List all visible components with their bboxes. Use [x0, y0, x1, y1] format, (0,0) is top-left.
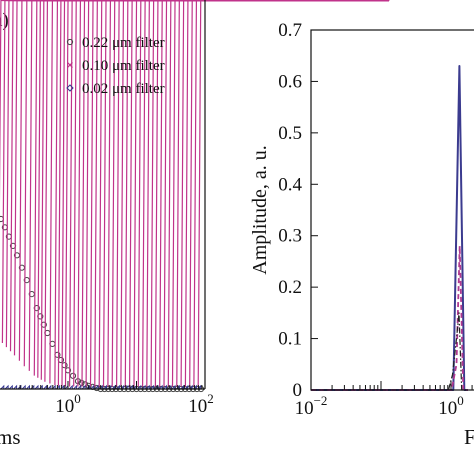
- data-point: [49, 340, 56, 347]
- y-tick-label: 0.4: [278, 174, 302, 195]
- legend-marker: [66, 38, 74, 46]
- data-point: [54, 351, 61, 358]
- data-point: [28, 291, 35, 298]
- panel-b-x-axis-label: F: [464, 425, 474, 449]
- panel-b-axes: 0 0.1 0.2 0.3 0.4 0.5 0.6 0.7 10−2 100: [278, 20, 473, 419]
- data-point: [44, 329, 51, 337]
- panel-a-x-axis-label: ms: [0, 425, 21, 449]
- series-line-2: [311, 312, 468, 391]
- y-tick-label: 0.2: [278, 277, 302, 298]
- y-tick-label: 0: [293, 380, 303, 401]
- x-tick-label: 102: [188, 391, 214, 417]
- data-point: [29, 1, 373, 374]
- data-point: [164, 1, 389, 390]
- data-point: [57, 356, 65, 364]
- legend-label: 0.02 μm filter: [82, 81, 165, 97]
- x-tick-label: 100: [55, 391, 81, 417]
- legend-marker: [67, 62, 73, 68]
- data-point: [69, 372, 77, 379]
- panel-a-plot: [0, 1, 389, 393]
- data-point: [13, 252, 21, 259]
- data-point: [23, 277, 30, 284]
- x-tick-label: 100: [438, 393, 464, 419]
- series-line-1: [311, 245, 468, 391]
- data-point: [33, 305, 40, 312]
- panel-a-label: a): [0, 10, 9, 31]
- y-tick-label: 0.5: [278, 123, 302, 144]
- data-point: [37, 313, 44, 320]
- data-point: [78, 379, 85, 386]
- y-tick-label: 0.3: [278, 226, 302, 247]
- legend-label: 0.10 μm filter: [82, 58, 165, 74]
- series-line-0: [311, 65, 468, 391]
- panel-b-frame: [310, 29, 474, 391]
- data-point: [61, 362, 68, 369]
- series-1: [0, 1, 389, 390]
- data-point: [64, 367, 72, 374]
- x-tick-label: 10−2: [295, 393, 328, 419]
- y-tick-label: 0.7: [278, 20, 302, 41]
- y-tick-label: 0.1: [278, 329, 302, 350]
- y-tick-label: 0.6: [278, 71, 302, 92]
- panel-b-y-axis-label: Amplitude, a. u.: [249, 145, 271, 274]
- data-point: [18, 264, 25, 271]
- panel-a-legend: 0.22 μm filter 0.10 μm filter 0.02 μm filt…: [66, 35, 165, 97]
- legend-marker: [66, 84, 74, 92]
- panel-b: 0 0.1 0.2 0.3 0.4 0.5 0.6 0.7 10−2 100 Amplitude,…: [249, 20, 474, 449]
- panel-a-x-ticks: 100 102: [19, 381, 214, 417]
- panel-b-plot: [311, 65, 468, 391]
- data-point: [40, 321, 47, 328]
- legend-label: 0.22 μm filter: [82, 35, 165, 51]
